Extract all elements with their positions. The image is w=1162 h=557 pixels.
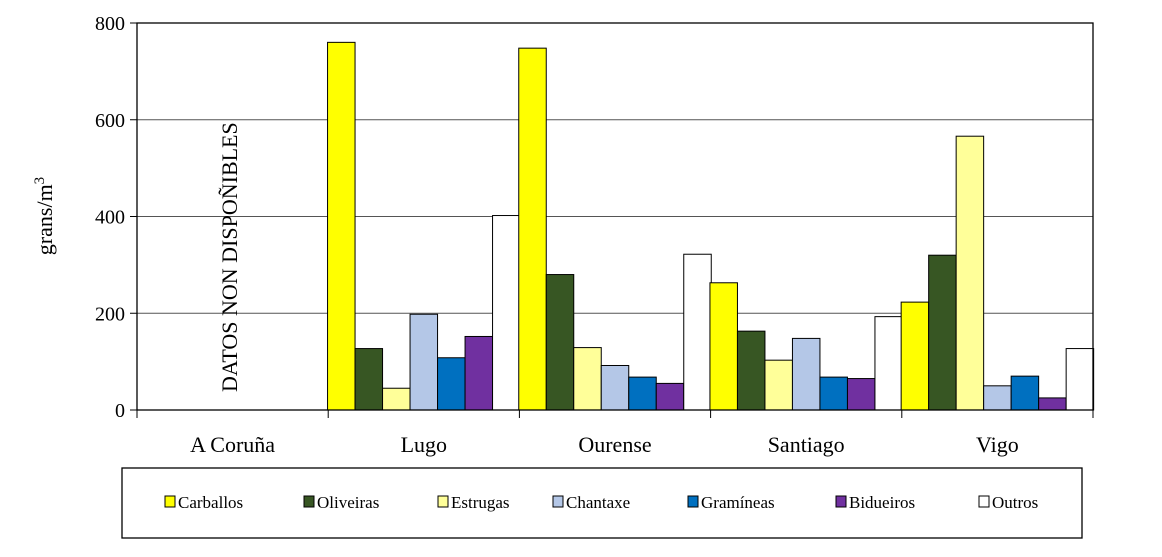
bar-gramneas-2 [628, 376, 657, 411]
bar-gramneas-1 [437, 357, 466, 411]
y-tick-label: 600 [95, 110, 125, 132]
axes [130, 22, 1094, 418]
y-tick-label: 0 [115, 400, 125, 422]
x-category-label: Lugo [401, 432, 447, 457]
bar-oliveiras-3 [736, 330, 766, 411]
not-available-annotation: DATOS NON DISPOÑIBLES [217, 122, 242, 392]
bar-bidueiros-3 [846, 378, 876, 411]
bar-chantaxe-1 [409, 313, 439, 411]
bar-bidueiros-1 [464, 335, 494, 411]
bar-outros-2 [683, 253, 712, 411]
bar-outros-4 [1065, 348, 1095, 411]
bar-carballos-4 [900, 301, 930, 411]
x-category-label: A Coruña [190, 432, 275, 457]
legend-label: Carballos [178, 493, 243, 512]
x-category-label: Ourense [578, 432, 651, 457]
y-axis-label: grans/m3 [32, 177, 57, 255]
bar-bidueiros-4 [1038, 397, 1067, 411]
bar-gramneas-4 [1010, 375, 1040, 411]
bar-estrugas-4 [955, 135, 985, 411]
legend-swatch [687, 495, 699, 508]
legend-label: Oliveiras [317, 493, 379, 512]
bar-outros-1 [492, 215, 521, 411]
y-tick-labels: 0 200 400 600 800 [95, 13, 125, 422]
bar-gramneas-3 [819, 376, 848, 411]
bar-chantaxe-4 [983, 385, 1012, 411]
bar-carballos-1 [327, 41, 356, 411]
legend-label: Outros [992, 493, 1038, 512]
legend-label: Estrugas [451, 493, 510, 512]
y-tick-label: 800 [95, 13, 125, 35]
bar-carballos-2 [518, 47, 547, 411]
x-category-labels: A Coruña Lugo Ourense Santiago Vigo [190, 432, 1019, 457]
legend-swatch [978, 495, 990, 508]
bar-carballos-3 [709, 282, 738, 411]
legend-label: Chantaxe [566, 493, 630, 512]
plot-frame [136, 22, 1094, 411]
legend-swatch [303, 495, 315, 508]
legend-swatch [164, 495, 176, 508]
bar-chantaxe-3 [791, 337, 821, 411]
legend-label: Gramíneas [701, 493, 775, 512]
x-category-label: Vigo [976, 432, 1019, 457]
bar-estrugas-2 [573, 347, 602, 411]
legend-swatch [437, 495, 449, 508]
bar-oliveiras-2 [545, 274, 575, 411]
bars [327, 41, 1095, 411]
y-tick-label: 200 [95, 303, 125, 325]
legend-swatch [835, 495, 847, 508]
bar-outros-3 [874, 316, 903, 411]
legend-box [121, 467, 1083, 539]
legend-swatch [552, 495, 564, 508]
legend-label: Bidueiros [849, 493, 915, 512]
bar-bidueiros-2 [655, 382, 685, 411]
y-tick-label: 400 [95, 207, 125, 229]
legend: Carballos Oliveiras Estrugas Chantaxe Gramín… [121, 467, 1083, 539]
bar-estrugas-1 [382, 387, 411, 411]
bar-oliveiras-1 [354, 348, 384, 411]
bar-oliveiras-4 [928, 254, 957, 411]
bar-chantaxe-2 [600, 364, 630, 411]
bar-estrugas-3 [764, 359, 793, 411]
x-category-label: Santiago [768, 432, 845, 457]
